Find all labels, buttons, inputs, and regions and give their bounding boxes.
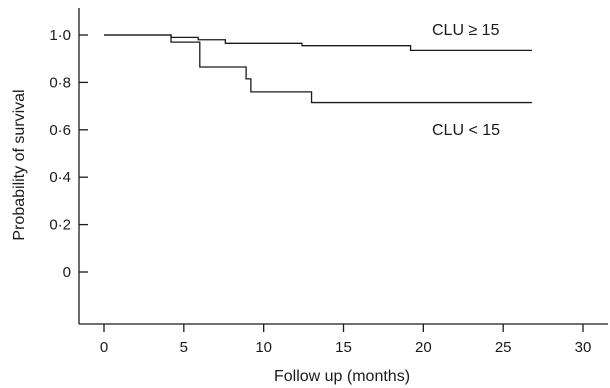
x-tick-label: 15 <box>335 339 352 356</box>
y-tick-label: 0·8 <box>49 74 71 91</box>
y-axis-title: Probability of survival <box>11 89 28 240</box>
x-tick-label: 30 <box>575 339 592 356</box>
x-tick-label: 10 <box>255 339 272 356</box>
series-line-clu-low <box>104 34 532 104</box>
y-tick-label: 0·2 <box>49 217 71 234</box>
y-tick-label: 0 <box>63 264 71 281</box>
series-label-clu-low: CLU < 15 <box>432 122 500 139</box>
x-axis-title: Follow up (months) <box>274 368 410 385</box>
x-tick-label: 25 <box>495 339 512 356</box>
x-ticks: 0 5 10 15 20 25 30 <box>100 324 592 356</box>
y-tick-label: 0·6 <box>49 122 71 139</box>
x-tick-label: 0 <box>100 339 108 356</box>
axes <box>78 8 608 325</box>
y-tick-label: 0·4 <box>49 169 71 186</box>
x-tick-label: 5 <box>180 339 188 356</box>
series-label-clu-high: CLU ≥ 15 <box>432 22 500 39</box>
x-tick-label: 20 <box>415 339 432 356</box>
series-group <box>104 34 532 104</box>
y-tick-label: 1·0 <box>49 27 71 44</box>
y-ticks: 0 0·2 0·4 0·6 0·8 1·0 <box>49 27 88 281</box>
